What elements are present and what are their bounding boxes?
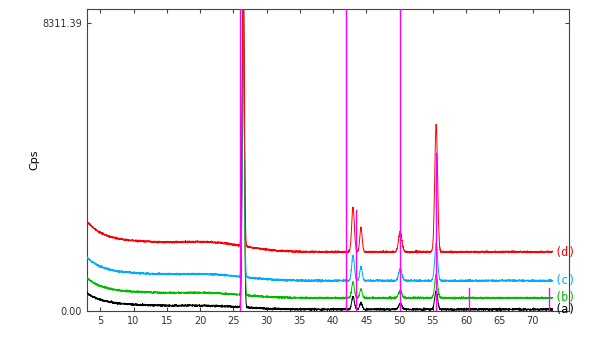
Text: (c): (c): [554, 274, 576, 287]
Text: (b): (b): [554, 291, 576, 304]
Y-axis label: Cps: Cps: [29, 150, 40, 170]
Text: (d): (d): [554, 246, 576, 259]
Text: (a): (a): [554, 303, 576, 316]
